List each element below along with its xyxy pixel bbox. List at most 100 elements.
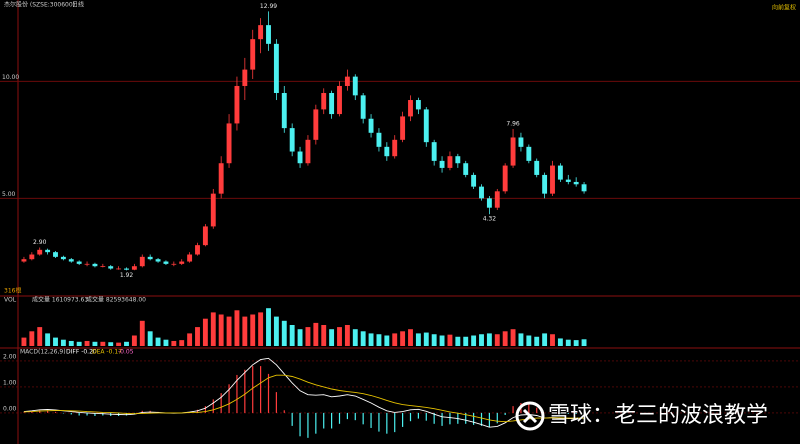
candle-body [573, 181, 579, 185]
volume-bar [376, 334, 382, 346]
candle-body [581, 184, 587, 192]
volume-bar [226, 316, 232, 346]
volume-bar [131, 335, 137, 346]
volume-bar [368, 333, 374, 346]
candle-body [171, 263, 177, 265]
candle-body [526, 146, 532, 161]
watermark-logo [515, 401, 545, 431]
candle-body [329, 93, 335, 115]
candle-body [179, 261, 185, 264]
volume-bar [147, 331, 153, 346]
price-annotation: 4.32 [483, 216, 497, 223]
candle-body [431, 142, 437, 161]
volume-bar [68, 340, 74, 346]
candle-body [502, 165, 508, 192]
period[interactable]: 日线 [72, 1, 84, 9]
volume-bar [234, 310, 240, 346]
volume-bar [273, 316, 279, 346]
candle-body [376, 132, 382, 147]
candle-body [234, 85, 240, 124]
candle-body [494, 191, 500, 208]
volume-bar [392, 333, 398, 346]
dea-line [23, 374, 585, 423]
volume-bar [471, 335, 477, 346]
volume-bar [463, 336, 469, 346]
volume-bar [400, 331, 406, 346]
volume-bar [550, 334, 555, 346]
volume-legend: 成交量 82593648.00 [86, 296, 146, 304]
candle-body [408, 100, 413, 117]
volume-legend: VOL [4, 297, 17, 304]
candle-body [266, 25, 271, 44]
volume-bar [486, 333, 492, 346]
macd-legend: MACD(12,26,9) [20, 349, 66, 356]
candle-body [218, 163, 224, 194]
candle-body [37, 249, 43, 255]
volume-bar [557, 338, 563, 346]
candle-body [415, 100, 421, 110]
volume-bar [139, 320, 145, 346]
candle-body [455, 156, 461, 164]
volume-bar [29, 331, 35, 346]
volume-bar [187, 333, 193, 346]
candle-body [542, 174, 548, 194]
candle-body [68, 259, 74, 262]
adjust[interactable]: 向前复权 [772, 4, 796, 12]
candle-body [84, 263, 90, 265]
candle-body [45, 249, 51, 253]
candle-body [423, 109, 429, 143]
watermark-text: 雪球：老三的波浪教学 [548, 403, 768, 428]
candle-body [344, 76, 350, 86]
candle-body [463, 163, 469, 175]
volume-bar [439, 335, 445, 346]
volume-bar [337, 327, 342, 346]
volume-bar [60, 339, 66, 346]
volume-bar [423, 332, 429, 346]
candle-body [337, 85, 342, 115]
volume-bar [210, 312, 216, 346]
volume-bar [384, 335, 390, 346]
volume-bar [305, 327, 311, 346]
volume-bar [352, 329, 358, 346]
volume-bar [45, 333, 51, 346]
volume-bar [431, 334, 437, 346]
candle-body [392, 139, 398, 157]
candle-body [29, 254, 35, 260]
volume-bar [526, 335, 532, 346]
candle-body [534, 160, 540, 175]
candle-body [297, 151, 303, 164]
candle-body [108, 266, 114, 269]
candle-body [21, 259, 27, 262]
candle-body [273, 43, 279, 94]
volume-bar [502, 331, 508, 346]
volume-bar [100, 341, 106, 346]
volume-bar [329, 329, 335, 346]
candle-body [202, 226, 208, 246]
candle-body [258, 25, 264, 40]
candle-body [100, 266, 106, 268]
candle-body [53, 252, 58, 257]
volume-bar [155, 337, 161, 346]
y-tick-label: 10.00 [2, 74, 19, 81]
volume-bar [281, 320, 287, 346]
candle-body [226, 123, 232, 164]
candle-body [518, 137, 524, 147]
volume-bar [171, 340, 177, 346]
volume-bar [250, 314, 256, 346]
macd-legend: DEA -0.17 [92, 349, 122, 356]
volume-bar [242, 316, 248, 346]
candle-body [352, 76, 358, 96]
volume-bar [510, 329, 516, 346]
volume-bar [573, 340, 579, 346]
dif-line [23, 357, 585, 428]
volume-bar [344, 325, 350, 346]
candle-body [479, 186, 484, 199]
volume-bar [415, 333, 421, 346]
candle-body [92, 263, 98, 267]
volume-bar [202, 318, 208, 346]
candle-body [439, 160, 445, 168]
volume-bar [494, 334, 500, 346]
volume-bar [108, 342, 114, 346]
price-annotation: 12.99 [260, 3, 277, 10]
